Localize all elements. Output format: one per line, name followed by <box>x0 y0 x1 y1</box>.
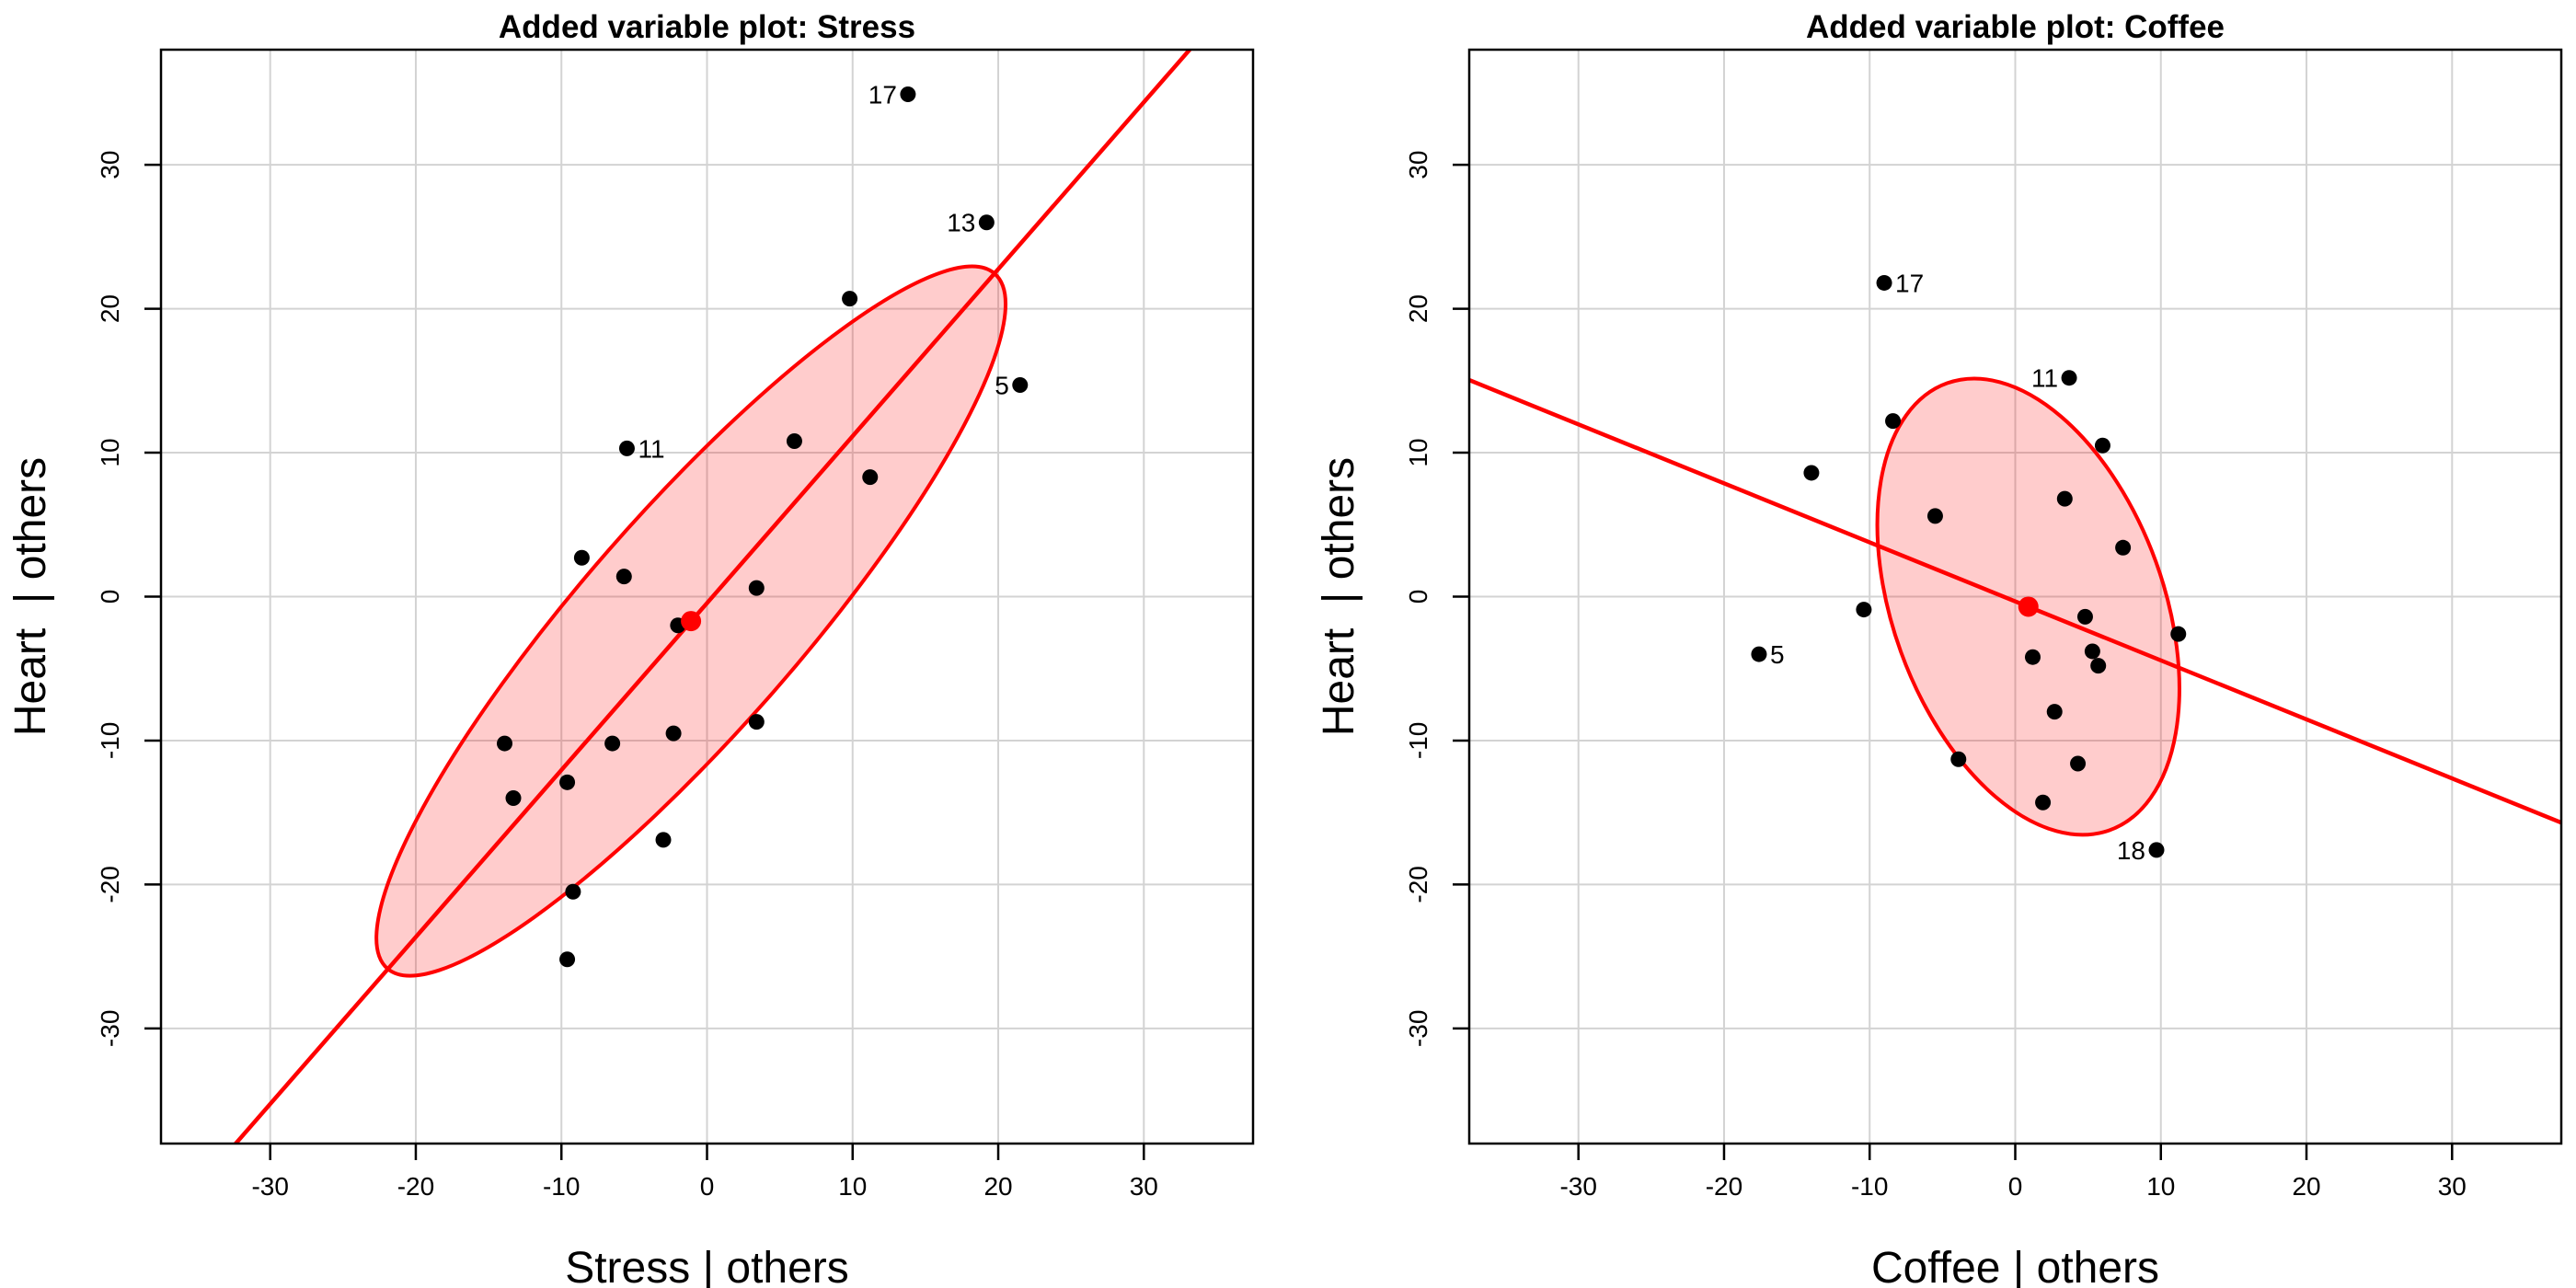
y-axis: -30 -20 -10 0 10 20 30 <box>1404 151 1469 1047</box>
data-point <box>786 433 802 450</box>
y-tick-label: -30 <box>96 1010 124 1047</box>
point-label: 17 <box>868 80 897 109</box>
data-point <box>2076 608 2093 625</box>
x-tick-label: -10 <box>1851 1172 1888 1201</box>
data-point <box>2061 370 2077 386</box>
regression-line <box>1469 378 2561 825</box>
x-tick-label: -20 <box>1706 1172 1742 1201</box>
chart-panel-1: 17 13 5 11 -30 -20 -10 0 10 20 30 -30 -20 -10 0 10 20 30 A… <box>6 9 1255 1288</box>
y-tick-label: -20 <box>96 866 124 903</box>
data-point <box>2170 626 2187 642</box>
chart-title: Added variable plot: Stress <box>499 9 915 45</box>
data-point <box>978 214 995 231</box>
point-label: 11 <box>2031 364 2058 393</box>
regression-line <box>233 50 1193 1144</box>
centroid-point <box>681 611 702 632</box>
x-tick-label: -30 <box>251 1172 288 1201</box>
data-point <box>604 735 621 752</box>
data-point <box>2148 842 2165 858</box>
y-tick-label: 0 <box>1404 590 1432 604</box>
x-tick-label: 30 <box>1130 1172 1158 1201</box>
x-tick-label: 20 <box>983 1172 1012 1201</box>
data-point <box>1012 377 1029 394</box>
data-point <box>2056 490 2073 507</box>
data-point <box>748 580 765 596</box>
point-label: 5 <box>995 372 1009 400</box>
data-point <box>2115 539 2132 556</box>
x-tick-label: 30 <box>2438 1172 2467 1201</box>
x-tick-label: 20 <box>2292 1172 2320 1201</box>
data-point <box>665 725 682 742</box>
x-tick-label: 10 <box>2146 1172 2175 1201</box>
point-label: 5 <box>1770 640 1785 669</box>
centroid-point <box>2018 596 2039 617</box>
point-label: 18 <box>2117 836 2145 865</box>
data-point <box>1876 274 1892 291</box>
data-point <box>748 714 765 730</box>
data-point <box>1926 508 1943 524</box>
data-point <box>505 790 522 807</box>
data-point <box>2094 437 2110 454</box>
data-point <box>1751 646 1767 662</box>
y-tick-label: 10 <box>96 438 124 466</box>
x-tick-label: -20 <box>397 1172 434 1201</box>
data-point <box>2046 704 2063 720</box>
data-point <box>2035 794 2052 811</box>
plot-area <box>1469 274 2561 876</box>
data-point <box>2024 649 2041 665</box>
y-tick-label: -30 <box>1404 1010 1432 1047</box>
y-tick-label: 30 <box>96 151 124 179</box>
y-tick-label: 10 <box>1404 438 1432 466</box>
data-point <box>618 440 635 456</box>
x-axis: -30 -20 -10 0 10 20 30 <box>1559 1144 2467 1201</box>
point-label: 13 <box>947 209 975 237</box>
data-point <box>1885 413 1902 430</box>
y-tick-label: -10 <box>1404 722 1432 759</box>
x-tick-label: -30 <box>1559 1172 1596 1201</box>
data-point <box>862 469 879 486</box>
data-point <box>2090 658 2107 674</box>
y-axis-label: Heart | others <box>1315 457 1363 736</box>
data-point <box>1856 602 1872 618</box>
y-tick-label: 30 <box>1404 151 1432 179</box>
point-label: 17 <box>1895 269 1924 297</box>
data-point <box>842 291 858 307</box>
data-point <box>2084 643 2100 660</box>
data-point <box>497 735 513 752</box>
data-point <box>559 774 576 790</box>
x-axis: -30 -20 -10 0 10 20 30 <box>251 1144 1158 1201</box>
data-point <box>1950 751 1967 767</box>
chart-panel-2: 17 11 5 18 -30 -20 -10 0 10 20 30 -30 -20 -10 0 10 20 30 A… <box>1315 9 2563 1288</box>
data-point <box>655 832 672 848</box>
y-tick-label: -10 <box>96 722 124 759</box>
y-tick-label: 20 <box>1404 294 1432 323</box>
data-point <box>2070 755 2087 772</box>
x-tick-label: 0 <box>700 1172 715 1201</box>
data-point <box>573 549 590 566</box>
x-tick-label: -10 <box>543 1172 580 1201</box>
chart-title: Added variable plot: Coffee <box>1806 9 2225 45</box>
x-axis-label: Coffee | others <box>1871 1244 2159 1288</box>
x-tick-label: 0 <box>2008 1172 2023 1201</box>
grid <box>1469 50 2561 1144</box>
y-tick-label: 20 <box>96 294 124 323</box>
x-tick-label: 10 <box>838 1172 867 1201</box>
data-point <box>1803 465 1820 481</box>
data-point <box>559 951 576 968</box>
data-point <box>615 569 632 585</box>
y-axis-label: Heart | others <box>6 457 55 736</box>
y-axis: -30 -20 -10 0 10 20 30 <box>96 151 161 1047</box>
plot-area <box>233 50 1193 1144</box>
y-tick-label: 0 <box>96 590 124 604</box>
x-axis-label: Stress | others <box>565 1244 849 1288</box>
y-tick-label: -20 <box>1404 866 1432 903</box>
data-point <box>565 883 581 900</box>
data-point <box>900 86 916 102</box>
point-label: 11 <box>638 434 664 463</box>
